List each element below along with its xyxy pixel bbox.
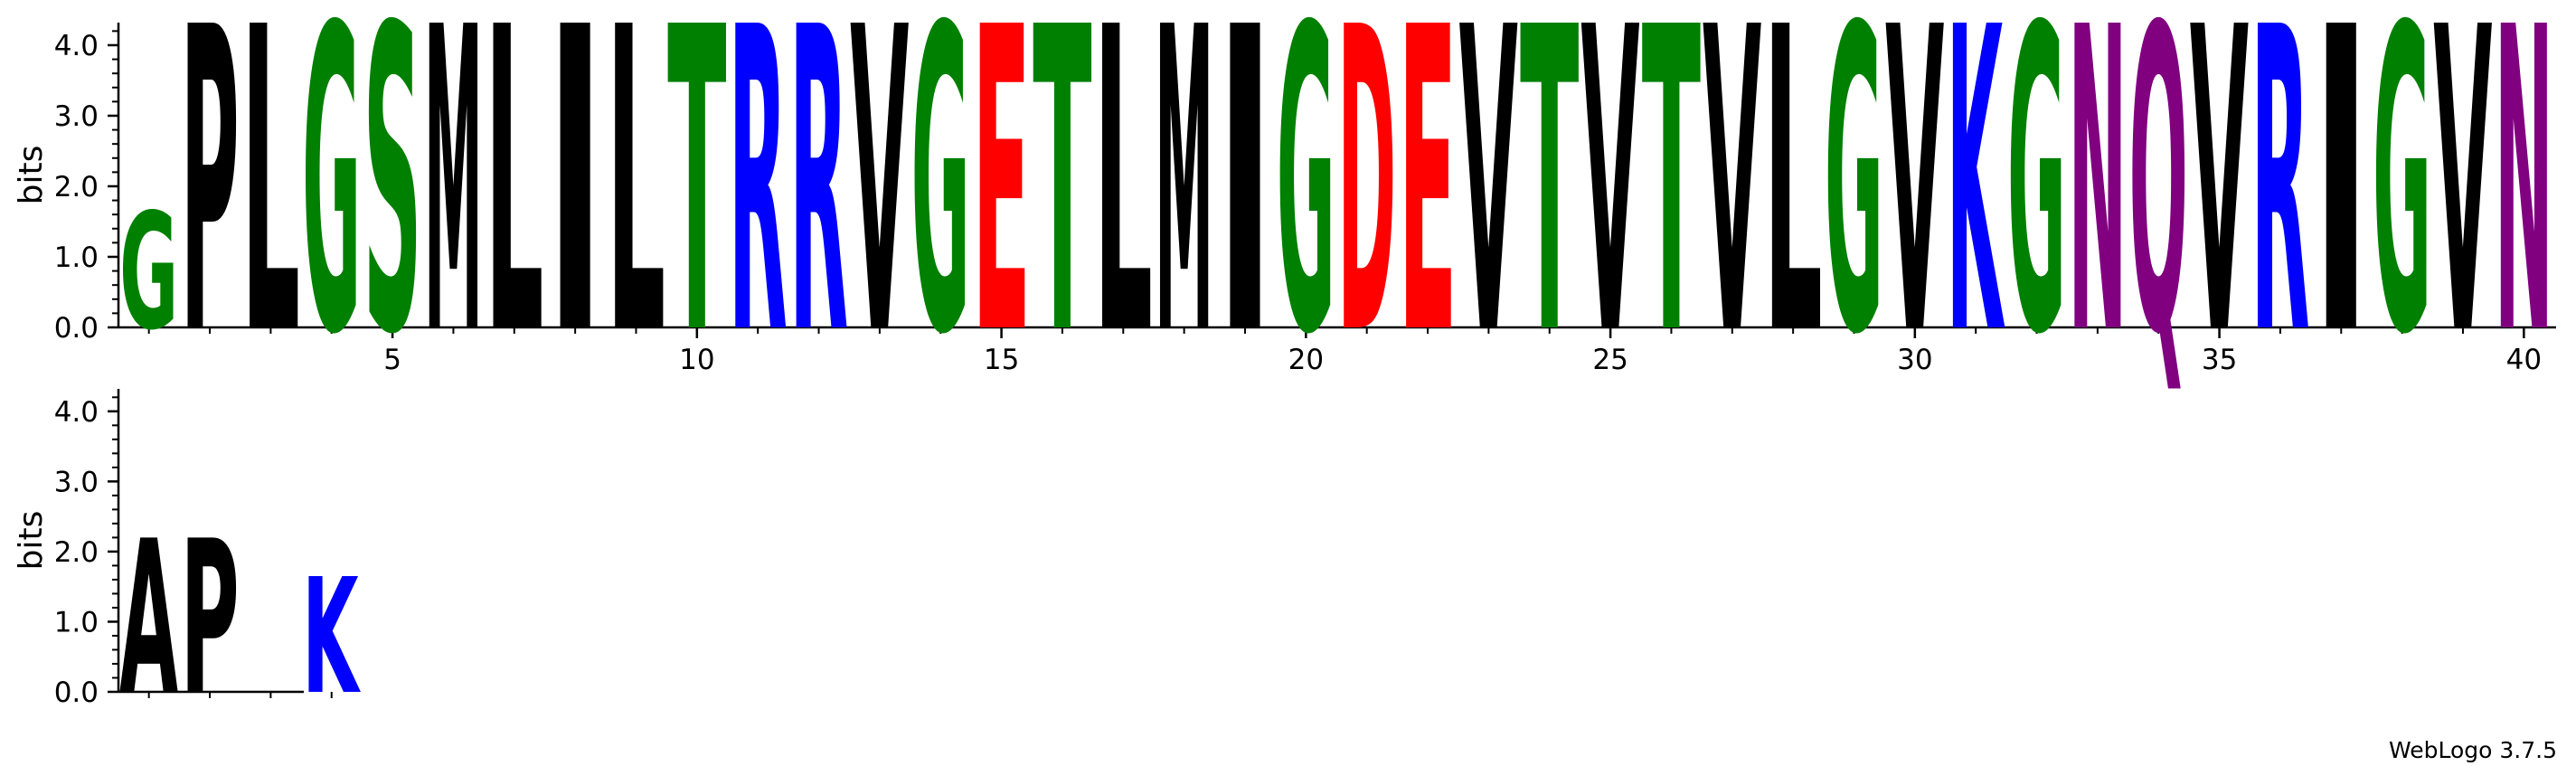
logo-letter-G-pos-38: G <box>2373 0 2431 427</box>
logo-letter-T-pos-16: T <box>1033 0 1091 427</box>
logo-letter-D-pos-21: D <box>1337 0 1396 427</box>
logo-letter-R-pos-12: R <box>789 0 848 426</box>
logo-letter-P-pos-42: P <box>180 496 239 742</box>
logo-letter-T-pos-24: T <box>1520 0 1579 427</box>
logo-letter-K-pos-44: K <box>302 544 361 729</box>
logo-letter-L-pos-28: L <box>1763 0 1822 427</box>
x-tick-label: 25 <box>1592 344 1628 376</box>
logo-letter-T-pos-26: T <box>1642 0 1701 427</box>
logo-letter-V-pos-30: V <box>1885 0 1945 427</box>
x-tick-label: 35 <box>2202 344 2237 376</box>
y-tick-label: 4.0 <box>54 30 99 62</box>
logo-letter-G-pos-20: G <box>1277 0 1335 427</box>
logo-letter-L-pos-7: L <box>485 0 543 427</box>
logo-letter-Q-pos-34: Q <box>2129 0 2188 427</box>
logo-letter-E-pos-15: E <box>972 0 1031 427</box>
logo-letter-E-pos-22: E <box>1398 0 1457 427</box>
weblogo-credit: WebLogo 3.7.5 <box>2389 737 2557 763</box>
logo-letter-L-pos-9: L <box>607 0 665 427</box>
logo-letter-V-pos-27: V <box>1703 0 1762 427</box>
y-tick-label: 3.0 <box>54 100 99 133</box>
logo-letter-G-pos-14: G <box>911 0 970 427</box>
y-tick-label: 2.0 <box>54 536 99 569</box>
logo-letter-P-pos-2: P <box>180 0 239 426</box>
logo-letter-T-pos-10: T <box>667 0 726 427</box>
logo-letter-R-pos-11: R <box>729 0 788 426</box>
logo-letter-L-pos-17: L <box>1094 0 1153 427</box>
x-tick-label: 20 <box>1288 344 1324 376</box>
logo-letter-I-pos-37: I <box>2312 0 2371 426</box>
logo-letter-G-pos-1: G <box>119 179 178 365</box>
y-tick-label: 2.0 <box>54 171 99 203</box>
logo-letter-G-pos-29: G <box>1825 0 1883 427</box>
y-tick-label: 4.0 <box>54 396 99 429</box>
logo-letter-V-pos-39: V <box>2433 0 2493 427</box>
y-axis-title: bits <box>13 511 50 571</box>
y-axis-title: bits <box>13 146 50 205</box>
x-tick-label: 5 <box>383 344 401 376</box>
logo-letter-M-pos-18: M <box>1155 0 1213 427</box>
logo-letter-K-pos-31: K <box>1947 0 2006 427</box>
y-tick-label: 0.0 <box>54 676 99 709</box>
logo-letter-L-pos-3: L <box>241 0 300 427</box>
logo-letter-I-pos-19: I <box>1215 0 1274 426</box>
y-tick-label: 3.0 <box>54 466 99 498</box>
logo-letter-R-pos-36: R <box>2250 0 2309 426</box>
logo-letter-G-pos-4: G <box>302 0 361 427</box>
logo-letter-I-pos-8: I <box>545 0 604 426</box>
y-tick-label: 0.0 <box>54 312 99 345</box>
logo-letter-N-pos-33: N <box>2068 0 2127 427</box>
logo-letter-V-pos-23: V <box>1459 0 1519 427</box>
logo-letter-A-pos-41: A <box>119 497 178 743</box>
x-tick-label: 10 <box>679 344 714 376</box>
logo-letter-V-pos-25: V <box>1581 0 1640 427</box>
x-tick-label: 15 <box>984 344 1019 376</box>
logo-letter-S-pos-5: S <box>363 0 421 426</box>
logo-letter-M-pos-6: M <box>424 0 483 427</box>
logo-letter-G-pos-32: G <box>2007 0 2066 427</box>
y-tick-label: 1.0 <box>54 606 99 638</box>
x-tick-label: 40 <box>2506 344 2542 376</box>
logo-row-2: 0.0 1.0 2.0 3.0 4.0 bits A P K <box>13 389 361 742</box>
x-tick-label: 30 <box>1897 344 1932 376</box>
logo-letter-V-pos-35: V <box>2190 0 2250 427</box>
logo-letter-N-pos-40: N <box>2495 0 2553 427</box>
logo-letter-V-pos-13: V <box>850 0 910 427</box>
y-tick-label: 1.0 <box>54 241 99 274</box>
